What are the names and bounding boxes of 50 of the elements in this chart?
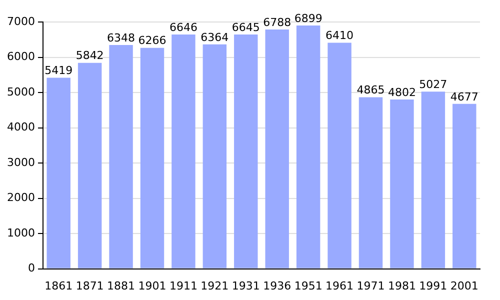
- bar: [46, 78, 70, 268]
- bar: [328, 42, 352, 268]
- x-tick-label: 1981: [388, 279, 416, 292]
- bar: [296, 26, 320, 268]
- y-tick-label: 2000: [6, 191, 35, 204]
- bar: [421, 92, 446, 268]
- y-tick-label: 0: [28, 262, 35, 275]
- bar: [140, 48, 164, 268]
- x-tick-label: 1921: [200, 279, 229, 292]
- data-label: 5027: [419, 78, 448, 91]
- x-tick-label: 1951: [294, 279, 322, 292]
- bar: [109, 44, 133, 268]
- x-tick-label: 1961: [326, 279, 354, 292]
- y-tick-label: 7000: [6, 14, 35, 28]
- y-tick-label: 3000: [6, 156, 35, 169]
- y-tick-label: 5000: [6, 85, 35, 98]
- x-tick-label: 1931: [232, 279, 260, 292]
- data-label: 6266: [138, 34, 166, 48]
- bar: [172, 34, 196, 268]
- data-label: 6899: [294, 12, 322, 25]
- data-label: 5842: [76, 49, 104, 62]
- bar: [390, 99, 414, 268]
- x-tick-label: 1911: [169, 279, 198, 292]
- data-label: 6348: [107, 31, 136, 44]
- x-tick-label: 2001: [450, 279, 478, 292]
- y-tick-label: 4000: [6, 120, 35, 134]
- y-tick-label: 1000: [6, 226, 35, 240]
- data-label: 6645: [232, 20, 260, 34]
- bar: [202, 44, 227, 268]
- bar: [234, 34, 258, 268]
- data-label: 5419: [44, 64, 73, 78]
- x-tick-label: 1861: [44, 279, 73, 292]
- x-tick-label: 1971: [356, 279, 385, 292]
- bar: [452, 104, 476, 268]
- data-label: 4802: [388, 86, 416, 99]
- x-tick-label: 1901: [138, 279, 166, 292]
- x-tick-label: 1936: [263, 279, 292, 292]
- bar: [265, 29, 289, 268]
- data-label: 4865: [356, 84, 385, 97]
- bar: [78, 62, 102, 268]
- x-tick-label: 1991: [419, 279, 448, 292]
- bar: [358, 97, 383, 268]
- x-tick-label: 1871: [76, 279, 104, 292]
- data-label: 6646: [169, 20, 198, 34]
- y-tick-label: 6000: [6, 50, 35, 64]
- x-tick-label: 1881: [107, 279, 136, 292]
- data-label: 6410: [326, 29, 354, 42]
- data-label: 6788: [263, 16, 292, 29]
- data-label: 6364: [200, 30, 229, 44]
- data-label: 4677: [450, 90, 478, 104]
